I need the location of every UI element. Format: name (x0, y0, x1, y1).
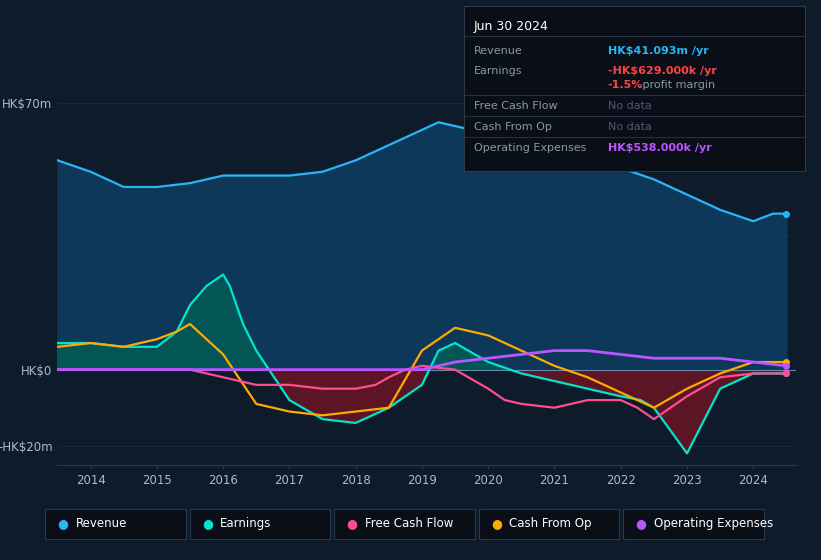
Text: Operating Expenses: Operating Expenses (474, 143, 586, 153)
Text: ●: ● (57, 517, 68, 530)
Text: Cash From Op: Cash From Op (509, 517, 591, 530)
Text: -1.5%: -1.5% (608, 80, 643, 90)
Text: Earnings: Earnings (474, 66, 522, 76)
Text: -HK$629.000k /yr: -HK$629.000k /yr (608, 66, 717, 76)
Text: No data: No data (608, 122, 651, 132)
Text: ●: ● (346, 517, 357, 530)
Text: Free Cash Flow: Free Cash Flow (365, 517, 453, 530)
Text: Jun 30 2024: Jun 30 2024 (474, 20, 548, 34)
Text: ●: ● (491, 517, 502, 530)
Text: ●: ● (635, 517, 646, 530)
Text: Cash From Op: Cash From Op (474, 122, 552, 132)
Text: Revenue: Revenue (474, 46, 522, 56)
Text: profit margin: profit margin (639, 80, 715, 90)
Text: Free Cash Flow: Free Cash Flow (474, 101, 557, 111)
Text: ●: ● (202, 517, 213, 530)
Text: Operating Expenses: Operating Expenses (654, 517, 773, 530)
Text: HK$538.000k /yr: HK$538.000k /yr (608, 143, 711, 153)
Text: No data: No data (608, 101, 651, 111)
Text: Earnings: Earnings (220, 517, 272, 530)
Text: HK$41.093m /yr: HK$41.093m /yr (608, 46, 709, 56)
Text: Revenue: Revenue (76, 517, 127, 530)
